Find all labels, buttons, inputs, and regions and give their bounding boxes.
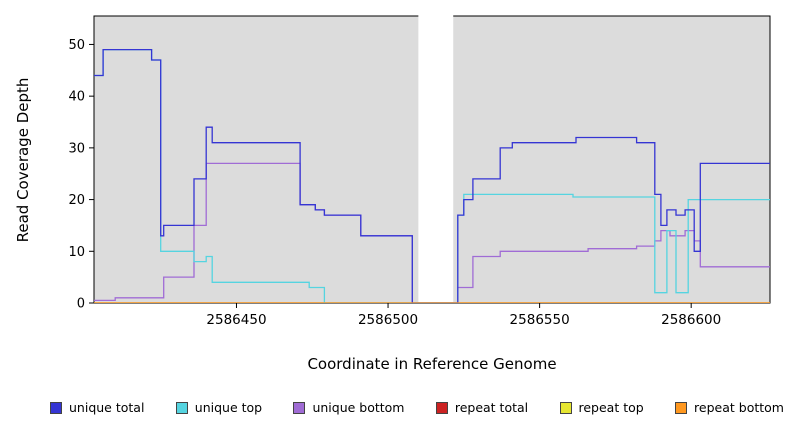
series-unique-bottom-line xyxy=(94,162,770,303)
legend-swatch-icon xyxy=(50,401,62,414)
y-tick-label: 10 xyxy=(68,245,85,260)
y-tick-label: 50 xyxy=(68,38,85,53)
legend-swatch-icon xyxy=(293,401,306,414)
legend-label: unique top xyxy=(194,400,263,415)
legend-label: unique total xyxy=(69,400,145,415)
legend-swatch-icon xyxy=(175,401,188,414)
legend: unique total unique top unique bottom repea… xyxy=(50,400,784,415)
legend-item-repeat-total: repeat total xyxy=(435,400,529,415)
legend-swatch-icon xyxy=(559,401,572,414)
x-tick-label: 2586500 xyxy=(358,312,418,328)
x-tick-label: 2586550 xyxy=(510,312,570,328)
no-data-gap-band xyxy=(418,7,454,302)
legend-swatch-icon xyxy=(675,401,688,414)
plot-area: 0 10 20 30 40 50 2586450 2586500 2586550 2586600 xyxy=(68,7,771,328)
y-tick-label: 40 xyxy=(68,90,85,105)
legend-label: unique bottom xyxy=(312,400,405,415)
legend-item-unique-bottom: unique bottom xyxy=(293,400,405,415)
x-axis-label: Coordinate in Reference Genome xyxy=(307,355,557,373)
x-tick-label: 2586600 xyxy=(661,312,721,328)
x-tick-label: 2586450 xyxy=(206,312,266,328)
series-unique-total-line xyxy=(94,48,770,303)
legend-item-repeat-bottom: repeat bottom xyxy=(675,400,784,415)
y-axis-label: Read Coverage Depth xyxy=(14,77,32,243)
y-tick-label: 30 xyxy=(68,141,85,156)
legend-item-repeat-top: repeat top xyxy=(559,400,644,415)
legend-swatch-icon xyxy=(435,401,448,414)
y-tick-label: 0 xyxy=(77,297,85,312)
series-group xyxy=(94,48,770,303)
y-tick-label: 20 xyxy=(68,193,85,208)
legend-label: repeat bottom xyxy=(694,400,784,415)
legend-label: repeat total xyxy=(454,400,529,415)
legend-item-unique-total: unique total xyxy=(50,400,144,415)
legend-item-unique-top: unique top xyxy=(175,400,263,415)
legend-label: repeat top xyxy=(578,400,644,415)
